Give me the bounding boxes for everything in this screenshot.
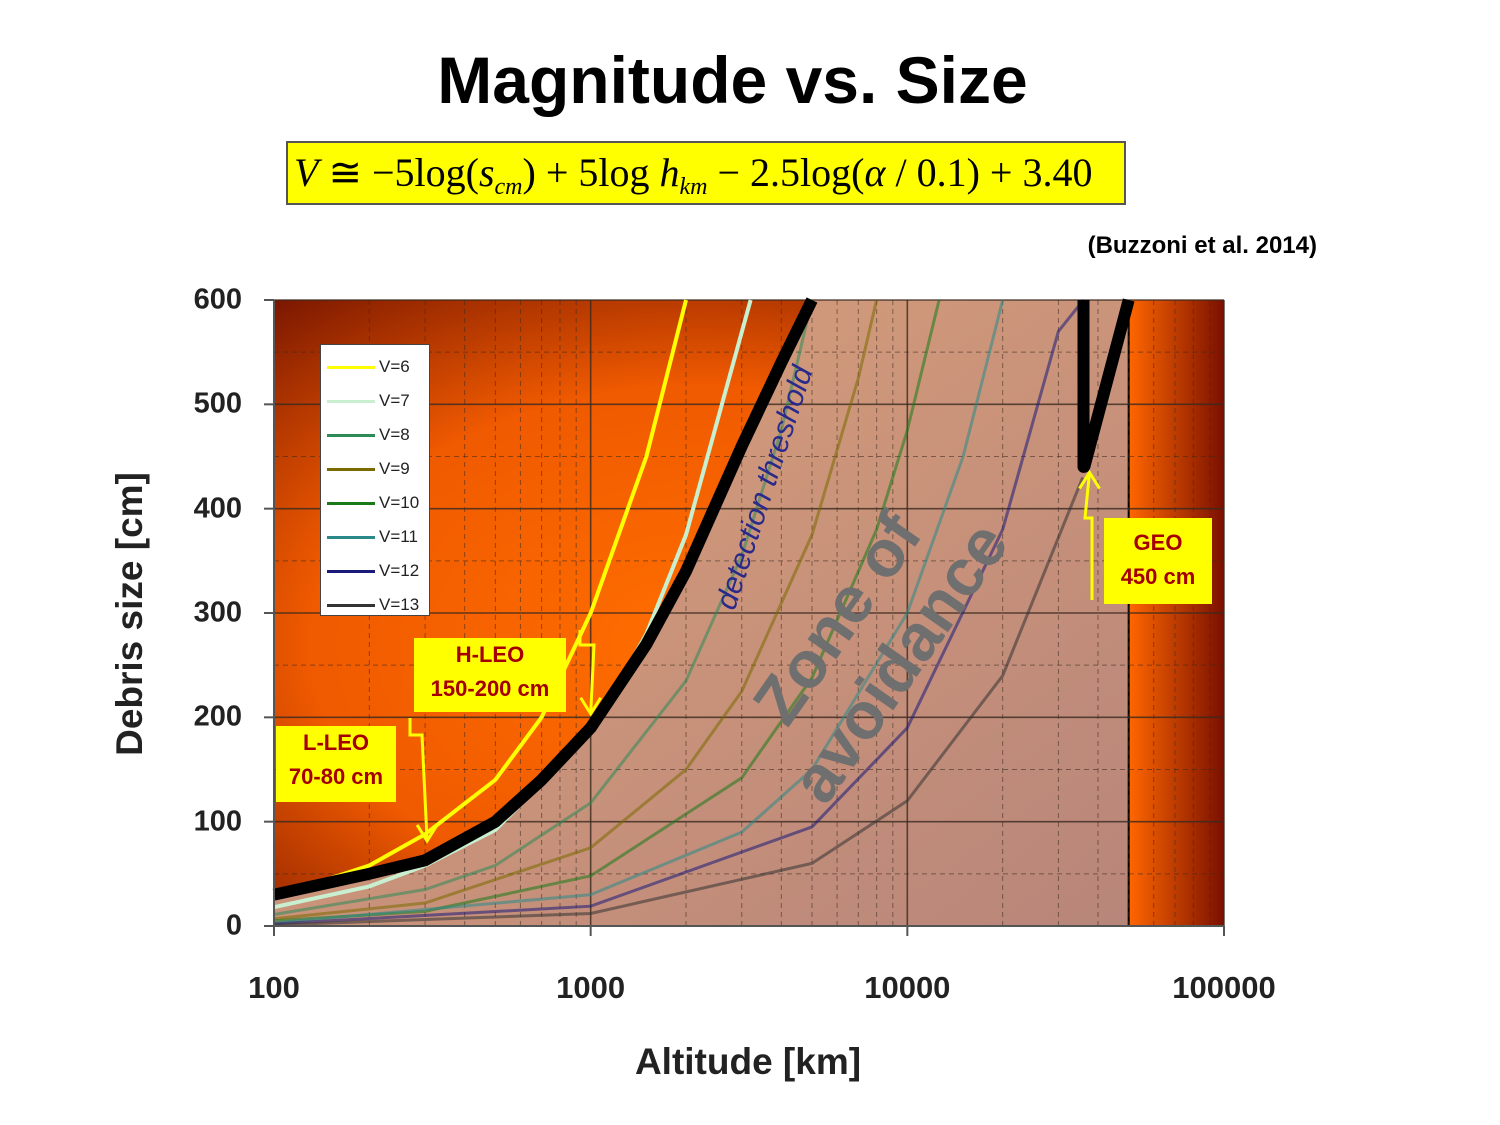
legend-swatch xyxy=(327,365,375,369)
series-line-v-9 xyxy=(273,299,879,921)
series-line-v-8 xyxy=(273,299,814,916)
formula-part-4: / 0.1) + 3.40 xyxy=(885,150,1093,195)
hleo-arrow-line xyxy=(578,630,596,714)
axes-group xyxy=(264,299,1225,936)
formula-alpha: α xyxy=(864,150,886,195)
legend-swatch xyxy=(327,569,375,573)
x-tick-label: 10000 xyxy=(864,970,951,1005)
formula-s-sub: cm xyxy=(494,174,523,200)
callout-geo-line-2: 450 cm xyxy=(1120,564,1196,589)
y-tick-label: 200 xyxy=(193,700,242,733)
formula-v: V xyxy=(294,150,319,195)
legend-item: V=11 xyxy=(321,520,429,554)
y-tick-label: 100 xyxy=(193,805,242,838)
formula-part-3: − 2.5log( xyxy=(707,150,865,195)
legend-label: V=8 xyxy=(379,425,410,444)
series-line-v-6 xyxy=(273,299,688,899)
legend-swatch xyxy=(327,535,375,539)
formula-part-2: ) + 5log xyxy=(522,150,660,195)
legend-swatch xyxy=(327,501,375,505)
y-axis-label: Debris size [cm] xyxy=(109,472,150,756)
legend-label: V=10 xyxy=(379,493,420,512)
legend-swatch xyxy=(327,399,375,403)
callout-lleo: L-LEO 70-80 cm xyxy=(276,726,396,802)
x-axis-label: Altitude [km] xyxy=(634,1041,862,1082)
legend-label: V=11 xyxy=(379,527,418,546)
threshold-geo-line xyxy=(1077,298,1135,473)
y-tick-label: 0 xyxy=(225,909,242,942)
callout-geo-line-1: GEO xyxy=(1133,530,1183,555)
series-line-v-13 xyxy=(273,476,1085,927)
formula-part-1: ≅ −5log( xyxy=(318,150,479,195)
callout-lleo-line-1: L-LEO xyxy=(303,730,369,755)
callout-lleo-line-2: 70-80 cm xyxy=(288,764,384,789)
series-group xyxy=(273,299,1085,927)
y-tick-label: 600 xyxy=(193,283,242,316)
callout-hleo: H-LEO 150-200 cm xyxy=(414,638,566,712)
legend-swatch xyxy=(327,603,375,607)
x-tick-label: 100 xyxy=(248,970,300,1005)
lleo-arrow-line xyxy=(408,718,429,842)
legend-item: V=13 xyxy=(321,588,429,622)
legend-label: V=7 xyxy=(379,391,410,410)
geo-arrow-line xyxy=(1083,472,1094,600)
formula-h: h xyxy=(659,150,680,195)
series-line-v-11 xyxy=(273,299,1005,925)
legend-label: V=9 xyxy=(379,459,410,478)
y-tick-label: 500 xyxy=(193,387,242,420)
x-tick-label: 1000 xyxy=(556,970,626,1005)
threshold-line xyxy=(272,297,818,901)
hleo-arrow-head xyxy=(579,696,602,717)
y-tick-label: 300 xyxy=(193,596,242,629)
threshold-group xyxy=(272,297,1135,901)
arrows-group xyxy=(408,469,1101,844)
lleo-arrow-head xyxy=(415,824,439,844)
legend-label: V=6 xyxy=(379,357,410,376)
x-tick-label: 100000 xyxy=(1172,970,1276,1005)
legend-label: V=13 xyxy=(379,595,420,614)
citation: (Buzzoni et al. 2014) xyxy=(1087,232,1317,259)
callout-hleo-line-1: H-LEO xyxy=(455,642,525,667)
callout-geo: GEO 450 cm xyxy=(1104,518,1212,604)
legend-item: V=8 xyxy=(321,418,429,452)
legend-item: V=7 xyxy=(321,384,429,418)
legend-swatch xyxy=(327,433,375,437)
legend: V=6 V=7 V=8 V=9 V=10 V=11 V=12 V=13 xyxy=(320,344,430,616)
formula-h-sub: km xyxy=(679,174,708,200)
legend-item: V=6 xyxy=(321,350,429,384)
page-title: Magnitude vs. Size xyxy=(437,43,1028,117)
legend-swatch xyxy=(327,467,375,471)
series-line-v-12 xyxy=(273,299,1085,926)
legend-label: V=12 xyxy=(379,561,420,580)
formula-box: V ≅ −5log(scm) + 5log hkm − 2.5log(α / 0… xyxy=(286,141,1126,205)
callout-hleo-line-2: 150-200 cm xyxy=(430,676,550,701)
geo-arrow-head xyxy=(1078,469,1101,490)
y-tick-label: 400 xyxy=(193,492,242,525)
legend-item: V=9 xyxy=(321,452,429,486)
formula-s: s xyxy=(478,150,495,195)
legend-item: V=10 xyxy=(321,486,429,520)
legend-item: V=12 xyxy=(321,554,429,588)
